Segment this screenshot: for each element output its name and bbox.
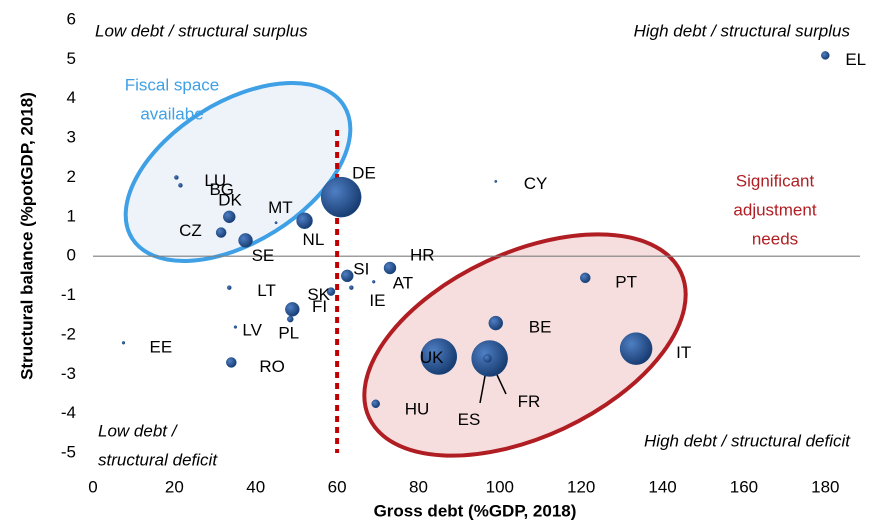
bubble	[580, 272, 591, 284]
bubble	[821, 51, 830, 60]
point-label: FI	[312, 297, 327, 316]
bubble	[383, 261, 397, 275]
x-tick-label: 120	[567, 477, 595, 496]
point-label: CZ	[179, 221, 202, 240]
point-label: CY	[524, 174, 548, 193]
point-label: SE	[252, 246, 275, 265]
point-label: AT	[393, 273, 413, 292]
bubble	[296, 212, 313, 230]
bubble	[233, 325, 238, 329]
point-label: BE	[529, 318, 552, 337]
point-label: SI	[353, 259, 369, 278]
x-tick-label: 160	[730, 477, 758, 496]
bubble	[371, 399, 381, 409]
point-label: NL	[303, 230, 325, 249]
bubble	[227, 285, 232, 290]
x-tick-label: 60	[328, 477, 347, 496]
quadrant-label: Low debt / structural surplus	[95, 21, 308, 40]
adjustment-label: Significant	[736, 171, 815, 190]
y-tick-label: 4	[67, 88, 76, 107]
point-label: EE	[150, 337, 173, 356]
quadrant-label: High debt / structural surplus	[634, 21, 851, 40]
bubble	[320, 176, 362, 218]
bubble	[619, 332, 653, 365]
y-tick-label: 1	[67, 206, 76, 225]
bubble	[238, 233, 253, 248]
x-tick-label: 140	[648, 477, 676, 496]
x-tick-label: 0	[88, 477, 97, 496]
y-tick-label: 5	[67, 49, 76, 68]
point-label: ES	[458, 410, 481, 429]
y-tick-label: 3	[67, 128, 76, 147]
point-label: LV	[242, 321, 262, 340]
bubble	[483, 354, 492, 363]
point-label: RO	[259, 357, 285, 376]
fiscal-space-label: Fiscal space	[125, 75, 219, 94]
point-label: BG	[209, 180, 234, 199]
bubble	[121, 341, 126, 345]
x-tick-label: 20	[165, 477, 184, 496]
bubble	[215, 227, 227, 238]
bubble	[341, 269, 354, 283]
bubble	[285, 302, 300, 317]
x-tick-label: 180	[811, 477, 839, 496]
y-tick-label: -2	[61, 324, 76, 343]
y-tick-label: -4	[61, 403, 76, 422]
adjustment-ellipse	[362, 232, 688, 458]
x-axis-title: Gross debt (%GDP, 2018)	[374, 501, 577, 520]
quadrant-label: structural deficit	[98, 450, 218, 469]
fiscal-space-ellipse	[123, 81, 353, 263]
point-label: LT	[257, 281, 276, 300]
adjustment-label: adjustment	[733, 200, 816, 219]
point-label: SK	[307, 285, 330, 304]
point-label: DE	[352, 164, 376, 183]
fiscal-space-label: availabe	[140, 104, 203, 123]
y-axis-title: Structural balance (%potGDP, 2018)	[17, 92, 36, 380]
point-label: PL	[278, 324, 299, 343]
bubble	[178, 183, 183, 188]
y-tick-label: -3	[61, 364, 76, 383]
quadrant-label: Low debt /	[98, 421, 179, 440]
y-tick-label: -5	[61, 442, 76, 461]
bubble	[274, 221, 278, 225]
point-label: MT	[268, 198, 293, 217]
point-label: IT	[676, 343, 691, 362]
y-tick-label: 0	[67, 246, 76, 265]
bubble	[326, 287, 336, 296]
point-label: DK	[218, 190, 242, 209]
bubble	[488, 315, 504, 331]
bubble	[420, 338, 458, 375]
bubble	[226, 357, 237, 368]
y-tick-label: 6	[67, 9, 76, 28]
x-tick-label: 40	[246, 477, 265, 496]
quadrant-label: High debt / structural deficit	[644, 431, 851, 450]
point-label: FR	[518, 392, 541, 411]
y-tick-label: -1	[61, 285, 76, 304]
bubble	[494, 179, 498, 183]
bubble	[349, 285, 354, 290]
point-label: IE	[369, 291, 385, 310]
bubble	[223, 210, 236, 224]
adjustment-label: needs	[752, 229, 798, 248]
x-tick-label: 100	[486, 477, 514, 496]
x-tick-label: 80	[409, 477, 428, 496]
point-label: HR	[410, 245, 435, 264]
bubble	[287, 315, 294, 323]
bubble	[372, 280, 376, 284]
point-label: LU	[204, 171, 226, 190]
point-label: UK	[420, 348, 444, 367]
y-tick-label: 2	[67, 167, 76, 186]
point-label: EL	[845, 50, 866, 69]
bubble	[174, 175, 179, 180]
point-label: HU	[405, 399, 430, 418]
point-label: PT	[615, 272, 637, 291]
